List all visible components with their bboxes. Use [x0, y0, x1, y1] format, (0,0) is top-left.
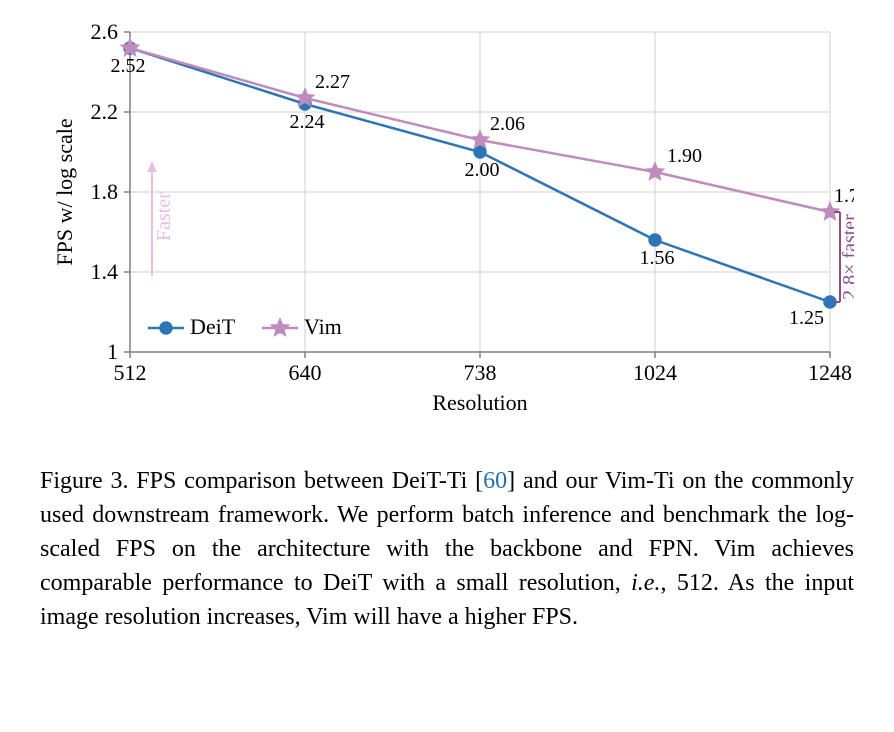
figure-caption: Figure 3. FPS comparison between DeiT-Ti…: [40, 464, 854, 634]
svg-text:1248: 1248: [808, 360, 852, 385]
caption-text-1: FPS comparison between DeiT-Ti [: [128, 468, 483, 494]
chart-area: 11.41.82.22.651264073810241248Resolution…: [40, 20, 854, 440]
svg-text:2.27: 2.27: [315, 71, 350, 93]
svg-text:FPS w/ log scale: FPS w/ log scale: [52, 118, 77, 265]
svg-text:1.25: 1.25: [789, 307, 824, 329]
svg-text:2.2: 2.2: [91, 99, 119, 124]
svg-text:DeiT: DeiT: [190, 314, 236, 339]
svg-text:738: 738: [464, 360, 497, 385]
svg-text:1.70: 1.70: [834, 185, 854, 207]
svg-text:2.06: 2.06: [490, 113, 525, 135]
svg-text:1.4: 1.4: [91, 259, 119, 284]
svg-text:1024: 1024: [633, 360, 677, 385]
caption-label: Figure 3.: [40, 468, 128, 494]
svg-text:Resolution: Resolution: [432, 390, 527, 415]
svg-text:2.24: 2.24: [290, 111, 325, 133]
svg-text:2.52: 2.52: [111, 55, 146, 77]
svg-text:2.6: 2.6: [91, 20, 119, 44]
svg-text:512: 512: [114, 360, 147, 385]
fps-line-chart: 11.41.82.22.651264073810241248Resolution…: [40, 20, 854, 440]
svg-text:Vim: Vim: [304, 314, 342, 339]
svg-text:Faster: Faster: [153, 192, 175, 241]
svg-text:2.00: 2.00: [465, 159, 500, 181]
figure-container: 11.41.82.22.651264073810241248Resolution…: [0, 0, 894, 732]
svg-text:1.90: 1.90: [667, 145, 702, 167]
svg-text:2.8× faster: 2.8× faster: [839, 214, 854, 300]
citation-link[interactable]: 60: [483, 468, 507, 494]
caption-italic: i.e.: [631, 570, 660, 596]
svg-text:1.56: 1.56: [640, 247, 675, 269]
svg-text:1.8: 1.8: [91, 179, 119, 204]
svg-text:640: 640: [289, 360, 322, 385]
